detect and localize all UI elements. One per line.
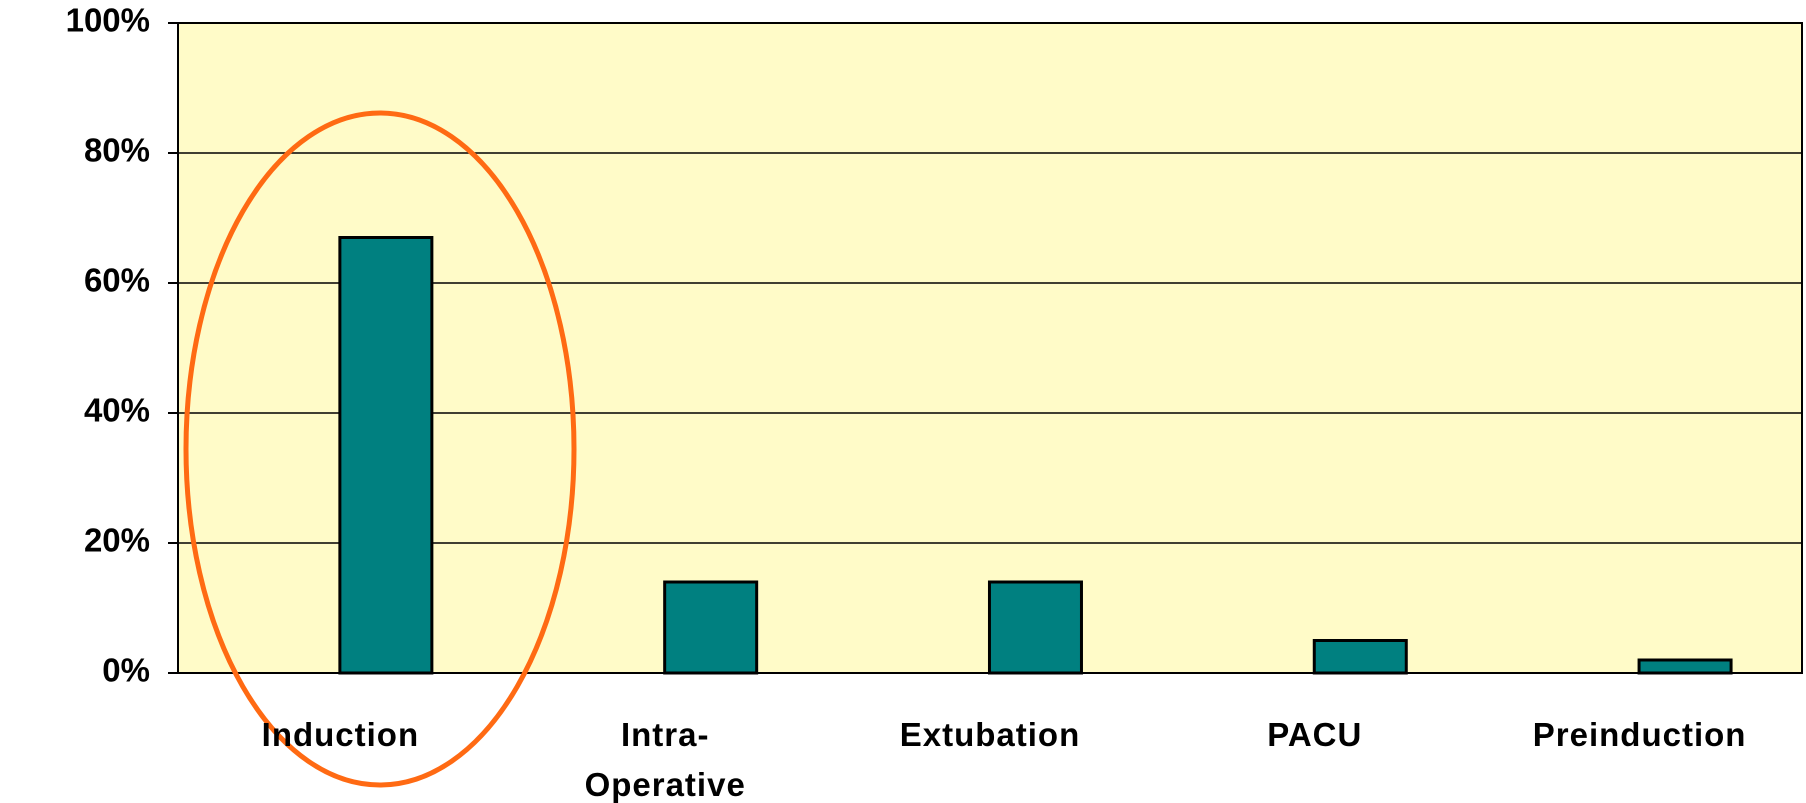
x-tick-label: Preinduction bbox=[1532, 716, 1747, 753]
y-tick-label: 80% bbox=[84, 132, 150, 169]
x-tick-label: Induction bbox=[261, 716, 420, 753]
y-tick-label: 0% bbox=[102, 652, 150, 689]
bar bbox=[663, 580, 759, 675]
bar bbox=[1312, 639, 1408, 675]
bar bbox=[1637, 658, 1733, 675]
y-tick-label: 100% bbox=[66, 2, 150, 39]
highlight-ellipse bbox=[183, 110, 577, 788]
x-tick-label: Extubation bbox=[899, 716, 1081, 753]
y-tick-label: 60% bbox=[84, 262, 150, 299]
x-tick-label: PACU bbox=[1267, 716, 1363, 753]
bar bbox=[338, 236, 434, 675]
plot-area bbox=[177, 22, 1803, 674]
bar bbox=[987, 580, 1083, 675]
y-tick-label: 20% bbox=[84, 522, 150, 559]
y-tick-label: 40% bbox=[84, 392, 150, 429]
x-tick-label: Intra- Operative bbox=[584, 716, 746, 803]
